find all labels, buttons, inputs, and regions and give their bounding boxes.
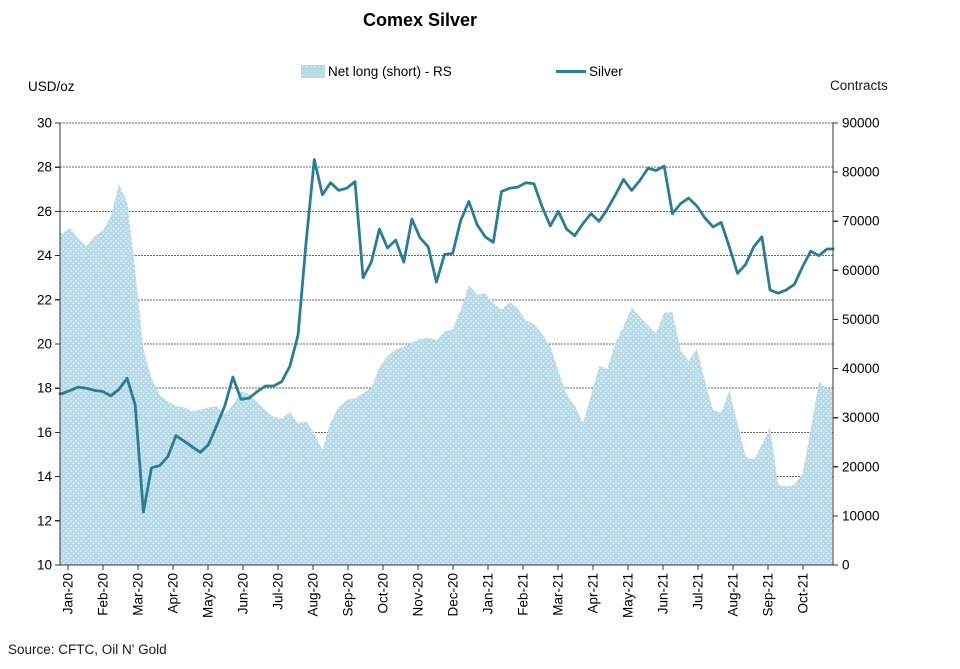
x-axis-tick-label: Jan-21	[481, 573, 496, 614]
right-axis-tick-label: 90000	[842, 116, 880, 131]
left-axis-tick-label: 14	[37, 469, 53, 484]
x-axis-tick-label: Mar-20	[131, 573, 146, 616]
line-legend-swatch-icon	[556, 70, 586, 73]
x-axis-tick-label: Sep-20	[341, 573, 356, 617]
x-axis-tick-label: Jun-20	[236, 573, 251, 614]
right-axis-tick-label: 70000	[842, 214, 880, 229]
source-note: Source: CFTC, Oil N' Gold	[8, 642, 167, 657]
right-axis-tick-label: 40000	[842, 361, 880, 376]
right-axis-tick-label: 20000	[842, 459, 880, 474]
x-axis-tick-label: Nov-20	[411, 573, 426, 617]
legend-label-net-long: Net long (short) - RS	[328, 64, 452, 79]
legend-label-silver: Silver	[589, 64, 623, 79]
left-axis-tick-label: 28	[37, 160, 52, 175]
x-axis-tick-label: Mar-21	[551, 573, 566, 616]
left-axis-tick-label: 16	[37, 425, 52, 440]
right-axis-tick-label: 0	[842, 558, 850, 573]
left-axis-tick-label: 12	[37, 513, 52, 528]
left-axis-tick-label: 30	[37, 116, 52, 131]
right-axis-tick-label: 80000	[842, 165, 880, 180]
left-axis-tick-label: 18	[37, 381, 52, 396]
left-axis-tick-label: 26	[37, 204, 52, 219]
area-legend-swatch-icon	[301, 65, 325, 78]
right-axis-tick-label: 50000	[842, 312, 880, 327]
x-axis-tick-label: Dec-20	[446, 573, 461, 617]
left-axis-tick-label: 24	[37, 248, 53, 263]
x-axis-tick-label: Jun-21	[656, 573, 671, 614]
right-axis-tick-label: 30000	[842, 410, 880, 425]
right-axis-unit-label: Contracts	[830, 78, 888, 93]
x-axis-tick-label: Aug-21	[726, 573, 741, 617]
x-axis-tick-label: Apr-20	[166, 573, 181, 614]
x-axis-tick-label: Jan-20	[61, 573, 76, 614]
x-axis-tick-label: Oct-21	[796, 573, 811, 614]
left-axis-tick-label: 20	[37, 337, 52, 352]
x-axis-tick-label: Oct-20	[376, 573, 391, 614]
x-axis-tick-label: May-20	[201, 573, 216, 618]
legend-item-net-long: Net long (short) - RS	[301, 64, 452, 79]
x-axis-tick-label: Feb-20	[96, 573, 111, 616]
left-axis-tick-label: 10	[37, 558, 52, 573]
x-axis-tick-label: Apr-21	[586, 573, 601, 614]
x-axis-tick-label: Sep-21	[761, 573, 776, 617]
x-axis-tick-label: Jul-21	[691, 573, 706, 610]
left-axis-unit-label: USD/oz	[28, 79, 75, 94]
legend-item-silver: Silver	[556, 64, 623, 79]
x-axis-tick-label: Aug-20	[306, 573, 321, 617]
net-long-area-series	[60, 184, 832, 565]
left-axis-tick-label: 22	[37, 292, 52, 307]
right-axis-tick-label: 60000	[842, 263, 880, 278]
right-axis-tick-label: 10000	[842, 508, 880, 523]
x-axis-tick-label: Feb-21	[516, 573, 531, 616]
x-axis-tick-label: May-21	[621, 573, 636, 618]
x-axis-tick-label: Jul-20	[271, 573, 286, 610]
chart-title: Comex Silver	[362, 10, 478, 30]
silver-line-series	[58, 158, 835, 514]
